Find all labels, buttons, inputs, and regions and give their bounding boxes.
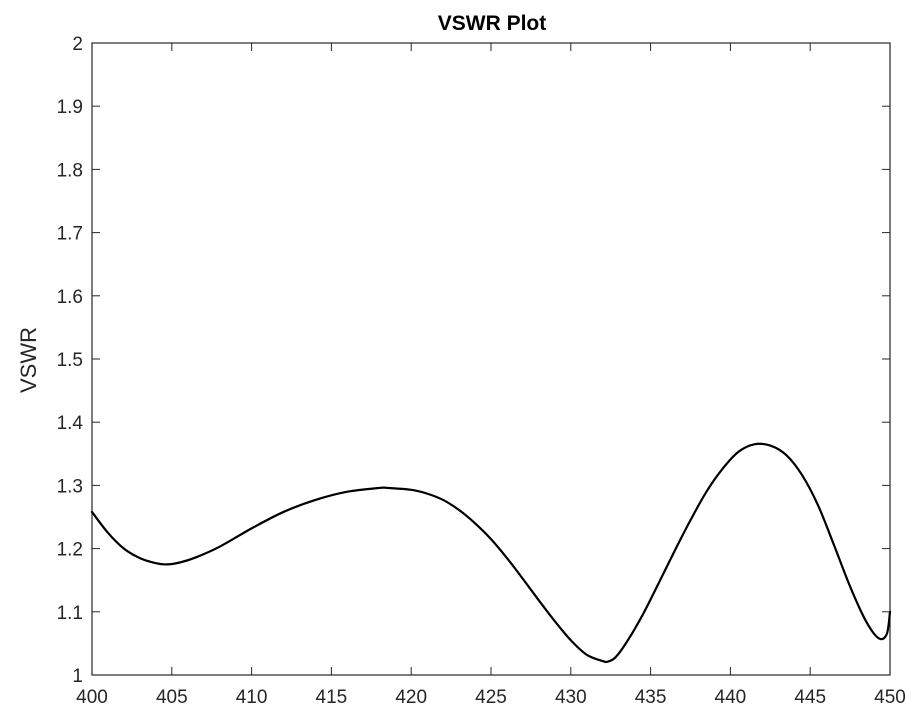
vswr-series-line [90,442,892,664]
x-tick-label: 410 [236,687,268,708]
y-tick-label: 1.3 [57,476,83,497]
y-tick-label: 1.6 [57,287,83,308]
y-tick-label: 1.9 [57,97,83,118]
y-tick-label: 1.8 [57,160,83,181]
y-tick-label: 1.5 [57,350,83,371]
y-tick-label: 1.4 [57,413,84,434]
x-tick-label: 425 [475,687,507,708]
x-tick-label: 415 [316,687,348,708]
y-tick-label: 1.2 [57,540,83,561]
y-tick-label: 2 [72,34,83,55]
x-tick-label: 405 [156,687,188,708]
chart-title: VSWR Plot [438,12,547,35]
x-tick-label: 430 [555,687,587,708]
x-tick-label: 450 [874,687,906,708]
plot-area: 400 405 410 415 420 425 430 435 440 445 450 1 1.1 1.2… [57,34,906,708]
y-axis-label: VSWR [16,327,41,393]
y-tick-label: 1.7 [57,224,83,245]
x-tick-label: 420 [395,687,427,708]
x-tick-label: 445 [794,687,826,708]
x-tick-label: 435 [635,687,667,708]
x-tick-label: 400 [76,687,108,708]
y-tick-label: 1 [72,666,83,687]
x-tick-label: 440 [715,687,747,708]
y-tick-label: 1.1 [57,603,83,624]
